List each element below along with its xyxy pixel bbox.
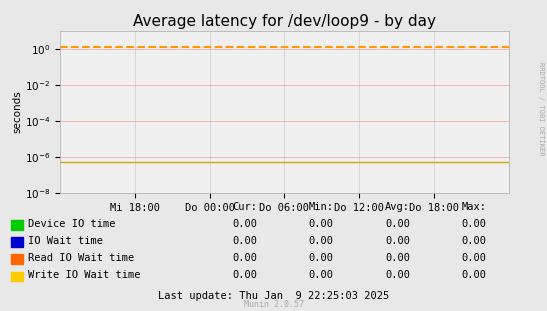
Text: Avg:: Avg: (385, 202, 410, 212)
Text: 0.00: 0.00 (385, 219, 410, 229)
Text: Cur:: Cur: (232, 202, 257, 212)
Text: Read IO Wait time: Read IO Wait time (28, 253, 135, 263)
Title: Average latency for /dev/loop9 - by day: Average latency for /dev/loop9 - by day (133, 14, 436, 29)
Text: 0.00: 0.00 (309, 219, 334, 229)
Text: 0.00: 0.00 (232, 253, 257, 263)
Text: 0.00: 0.00 (385, 270, 410, 280)
Text: 0.00: 0.00 (309, 253, 334, 263)
Text: IO Wait time: IO Wait time (28, 236, 103, 246)
Text: 0.00: 0.00 (462, 253, 487, 263)
Text: 0.00: 0.00 (462, 236, 487, 246)
Text: Device IO time: Device IO time (28, 219, 116, 229)
Text: Last update: Thu Jan  9 22:25:03 2025: Last update: Thu Jan 9 22:25:03 2025 (158, 291, 389, 301)
Text: 0.00: 0.00 (462, 219, 487, 229)
Text: Max:: Max: (462, 202, 487, 212)
Text: 0.00: 0.00 (309, 270, 334, 280)
Text: 0.00: 0.00 (232, 236, 257, 246)
Text: 0.00: 0.00 (385, 236, 410, 246)
Text: 0.00: 0.00 (462, 270, 487, 280)
Text: 0.00: 0.00 (309, 236, 334, 246)
Text: Munin 2.0.57: Munin 2.0.57 (243, 299, 304, 309)
Y-axis label: seconds: seconds (12, 91, 22, 133)
Text: Min:: Min: (309, 202, 334, 212)
Text: Write IO Wait time: Write IO Wait time (28, 270, 141, 280)
Text: RRDTOOL / TOBI OETIKER: RRDTOOL / TOBI OETIKER (538, 62, 544, 156)
Text: 0.00: 0.00 (232, 219, 257, 229)
Text: 0.00: 0.00 (232, 270, 257, 280)
Text: 0.00: 0.00 (385, 253, 410, 263)
